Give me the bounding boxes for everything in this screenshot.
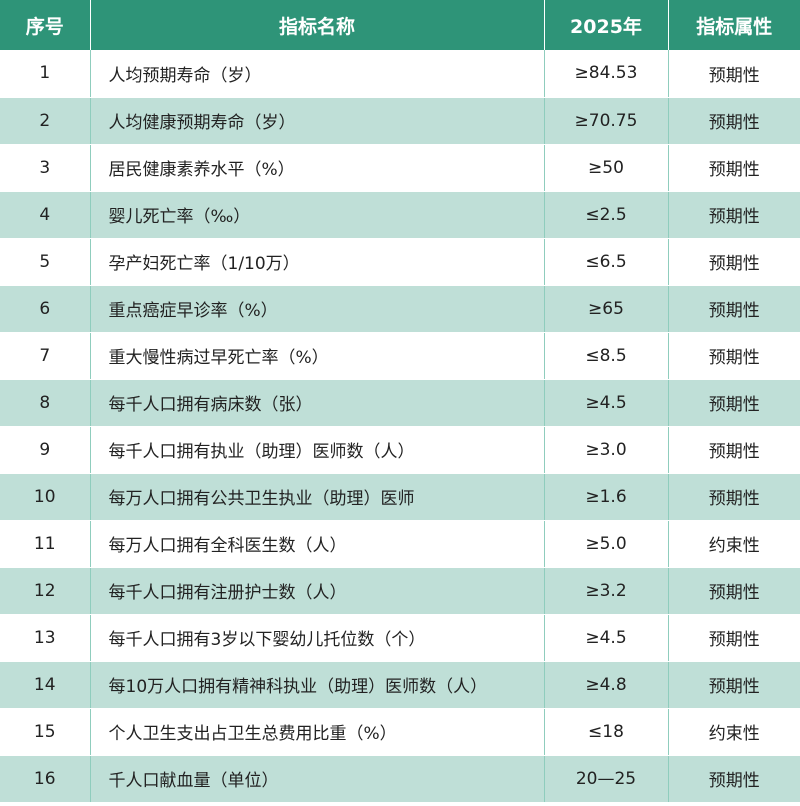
header-attribute: 指标属性 [668, 0, 800, 50]
row-index: 13 [0, 614, 91, 662]
indicator-attribute: 预期性 [668, 238, 800, 286]
indicator-name: 居民健康素养水平（%） [90, 144, 545, 192]
indicator-attribute: 预期性 [668, 50, 800, 98]
indicator-name: 个人卫生支出占卫生总费用比重（%） [90, 708, 545, 756]
table-row: 15 个人卫生支出占卫生总费用比重（%） ≤18 约束性 [0, 708, 800, 756]
table-row: 14 每10万人口拥有精神科执业（助理）医师数（人） ≥4.8 预期性 [0, 661, 800, 709]
indicator-name: 每千人口拥有病床数（张） [90, 379, 545, 427]
table-row: 5 孕产妇死亡率（1/10万） ≤6.5 预期性 [0, 238, 800, 286]
target-value: ≥70.75 [544, 97, 669, 145]
table-row: 3 居民健康素养水平（%） ≥50 预期性 [0, 144, 800, 192]
table-row: 4 婴儿死亡率（‰） ≤2.5 预期性 [0, 191, 800, 239]
target-value: ≥1.6 [544, 473, 669, 521]
indicator-attribute: 预期性 [668, 426, 800, 474]
target-value: ≥4.5 [544, 379, 669, 427]
target-value: ≤18 [544, 708, 669, 756]
table-row: 8 每千人口拥有病床数（张） ≥4.5 预期性 [0, 379, 800, 427]
row-index: 16 [0, 755, 91, 803]
row-index: 7 [0, 332, 91, 380]
target-value: ≥5.0 [544, 520, 669, 568]
indicator-attribute: 预期性 [668, 285, 800, 333]
indicator-attribute: 预期性 [668, 332, 800, 380]
target-value: ≤6.5 [544, 238, 669, 286]
header-name: 指标名称 [90, 0, 545, 50]
indicator-attribute: 预期性 [668, 661, 800, 709]
target-value: ≥4.8 [544, 661, 669, 709]
target-value: 20—25 [544, 755, 669, 803]
row-index: 15 [0, 708, 91, 756]
indicator-attribute: 预期性 [668, 473, 800, 521]
target-value: ≥84.53 [544, 50, 669, 98]
target-value: ≥65 [544, 285, 669, 333]
indicator-name: 每万人口拥有全科医生数（人） [90, 520, 545, 568]
table-row: 16 千人口献血量（单位） 20—25 预期性 [0, 755, 800, 803]
indicator-name: 每千人口拥有注册护士数（人） [90, 567, 545, 615]
header-target: 2025年 [544, 0, 669, 50]
table-row: 13 每千人口拥有3岁以下婴幼儿托位数（个） ≥4.5 预期性 [0, 614, 800, 662]
indicator-attribute: 预期性 [668, 97, 800, 145]
header-row: 序号 指标名称 2025年 指标属性 [0, 0, 800, 50]
header-index: 序号 [0, 0, 91, 50]
table-body: 1 人均预期寿命（岁） ≥84.53 预期性 2 人均健康预期寿命（岁） ≥70.75 预期性… [0, 50, 800, 803]
indicator-name: 每千人口拥有3岁以下婴幼儿托位数（个） [90, 614, 545, 662]
indicator-name: 婴儿死亡率（‰） [90, 191, 545, 239]
row-index: 6 [0, 285, 91, 333]
indicator-attribute: 约束性 [668, 520, 800, 568]
table-row: 7 重大慢性病过早死亡率（%） ≤8.5 预期性 [0, 332, 800, 380]
table-row: 11 每万人口拥有全科医生数（人） ≥5.0 约束性 [0, 520, 800, 568]
row-index: 9 [0, 426, 91, 474]
indicator-attribute: 预期性 [668, 567, 800, 615]
indicator-name: 人均健康预期寿命（岁） [90, 97, 545, 145]
table-header: 序号 指标名称 2025年 指标属性 [0, 0, 800, 50]
table-row: 12 每千人口拥有注册护士数（人） ≥3.2 预期性 [0, 567, 800, 615]
row-index: 12 [0, 567, 91, 615]
row-index: 2 [0, 97, 91, 145]
target-value: ≥50 [544, 144, 669, 192]
row-index: 10 [0, 473, 91, 521]
indicator-attribute: 预期性 [668, 614, 800, 662]
indicator-name: 重点癌症早诊率（%） [90, 285, 545, 333]
table-row: 9 每千人口拥有执业（助理）医师数（人） ≥3.0 预期性 [0, 426, 800, 474]
target-value: ≥4.5 [544, 614, 669, 662]
target-value: ≤2.5 [544, 191, 669, 239]
indicator-name: 重大慢性病过早死亡率（%） [90, 332, 545, 380]
indicator-attribute: 约束性 [668, 708, 800, 756]
row-index: 11 [0, 520, 91, 568]
indicator-attribute: 预期性 [668, 144, 800, 192]
target-value: ≥3.2 [544, 567, 669, 615]
table-row: 6 重点癌症早诊率（%） ≥65 预期性 [0, 285, 800, 333]
target-value: ≤8.5 [544, 332, 669, 380]
indicator-name: 千人口献血量（单位） [90, 755, 545, 803]
row-index: 1 [0, 50, 91, 98]
indicator-name: 每万人口拥有公共卫生执业（助理）医师 [90, 473, 545, 521]
indicator-name: 人均预期寿命（岁） [90, 50, 545, 98]
table-row: 1 人均预期寿命（岁） ≥84.53 预期性 [0, 50, 800, 98]
indicator-attribute: 预期性 [668, 191, 800, 239]
row-index: 3 [0, 144, 91, 192]
row-index: 5 [0, 238, 91, 286]
indicator-attribute: 预期性 [668, 379, 800, 427]
indicator-name: 每10万人口拥有精神科执业（助理）医师数（人） [90, 661, 545, 709]
target-value: ≥3.0 [544, 426, 669, 474]
indicator-name: 每千人口拥有执业（助理）医师数（人） [90, 426, 545, 474]
row-index: 14 [0, 661, 91, 709]
table-row: 2 人均健康预期寿命（岁） ≥70.75 预期性 [0, 97, 800, 145]
indicator-name: 孕产妇死亡率（1/10万） [90, 238, 545, 286]
table-row: 10 每万人口拥有公共卫生执业（助理）医师 ≥1.6 预期性 [0, 473, 800, 521]
indicator-attribute: 预期性 [668, 755, 800, 803]
row-index: 8 [0, 379, 91, 427]
row-index: 4 [0, 191, 91, 239]
